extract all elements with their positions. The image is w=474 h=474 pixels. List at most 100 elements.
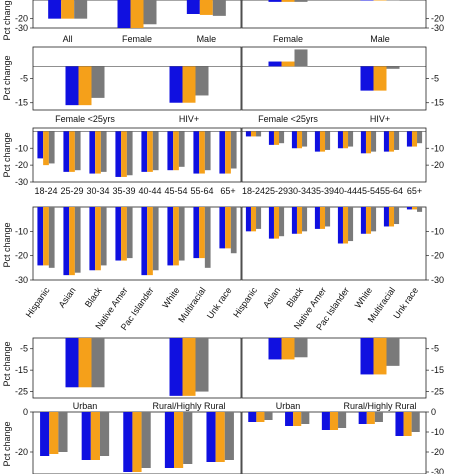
left-tick-label: -15 <box>15 365 28 375</box>
left-bar <box>121 131 127 177</box>
left-bar <box>49 412 59 454</box>
y-axis-label-2: Pct change <box>2 55 12 100</box>
left-category-label: Male <box>197 34 217 44</box>
left-bar <box>100 131 107 172</box>
left-category-label: 25-29 <box>60 186 83 196</box>
right-bar <box>365 207 372 234</box>
right-tick-label: -30 <box>431 275 444 285</box>
right-tick-label: -20 <box>431 14 444 24</box>
right-bar <box>245 131 251 137</box>
right-category-label: Female <box>273 34 303 44</box>
left-tick-label: -10 <box>15 226 28 236</box>
right-bar <box>281 61 295 67</box>
right-category-label: Asian <box>261 285 282 309</box>
right-category-label: 45-54 <box>357 186 380 196</box>
panel-3-left-frame <box>32 127 242 183</box>
left-bar <box>121 207 127 261</box>
left-category-label: 40-44 <box>138 186 161 196</box>
y-axis-label-4: Pct change <box>2 222 12 267</box>
right-bar <box>371 131 377 152</box>
right-bar <box>403 412 412 436</box>
right-bar <box>386 338 400 366</box>
right-tick-label: -15 <box>431 98 444 108</box>
right-bar <box>321 412 330 430</box>
left-bar <box>78 66 92 106</box>
left-bar <box>69 207 75 276</box>
left-bar <box>65 338 79 388</box>
left-tick-label: -5 <box>20 344 28 354</box>
right-category-label: 18-24 <box>242 186 265 196</box>
y-axis-label-5: Pct change <box>2 341 12 386</box>
left-category-label: Hispanic <box>24 285 52 319</box>
right-bar <box>342 207 349 244</box>
left-bar <box>115 131 122 177</box>
left-bar <box>130 0 144 28</box>
y-axis-label-6: Pct change <box>2 421 12 466</box>
right-bar <box>301 412 310 424</box>
left-category-label: Female <25yrs <box>55 114 115 124</box>
right-bar <box>374 412 383 422</box>
right-bar <box>268 338 282 360</box>
left-bar <box>74 207 81 273</box>
y-axis-label-3: Pct change <box>2 132 12 177</box>
left-bar <box>143 0 157 25</box>
right-bar <box>406 131 412 147</box>
right-bar <box>325 131 331 150</box>
right-bar <box>281 338 295 360</box>
panel-2-left-frame <box>32 46 242 111</box>
left-bar <box>91 338 105 388</box>
right-bar <box>394 131 400 150</box>
left-tick-label: -30 <box>15 23 28 33</box>
right-tick-label: -30 <box>431 23 444 33</box>
left-bar <box>43 131 49 166</box>
left-bar <box>147 131 153 172</box>
right-bar <box>383 207 389 227</box>
left-bar <box>225 131 231 174</box>
right-bar <box>296 207 303 234</box>
panel-1-right-frame <box>241 0 427 29</box>
right-bar <box>250 207 257 232</box>
right-category-label: 40-44 <box>334 186 357 196</box>
left-tick-label: -25 <box>15 387 28 397</box>
right-bar <box>386 66 400 69</box>
right-bar <box>373 338 387 375</box>
right-bar <box>411 131 418 147</box>
left-bar <box>123 412 133 472</box>
right-category-label: Rural/Highly Rural <box>343 401 416 411</box>
left-bar <box>58 412 68 452</box>
left-bar <box>169 338 183 396</box>
right-bar <box>406 207 412 210</box>
right-bar <box>360 338 374 375</box>
right-bar <box>294 49 308 67</box>
right-bar <box>373 0 387 1</box>
right-bar <box>291 207 297 234</box>
left-tick-label: -30 <box>15 177 28 187</box>
right-bar <box>279 131 285 144</box>
left-bar <box>178 131 185 167</box>
left-category-label: 45-54 <box>164 186 187 196</box>
left-bar <box>61 0 75 19</box>
left-tick-label: -20 <box>15 447 28 457</box>
right-bar <box>360 207 366 234</box>
left-category-label: All <box>63 34 73 44</box>
panel-3-right-frame <box>241 127 427 183</box>
left-bar <box>37 207 44 266</box>
right-bar <box>293 412 302 426</box>
right-bar <box>291 131 297 149</box>
left-bar <box>89 131 96 174</box>
left-bar <box>90 412 100 460</box>
left-tick-label: -20 <box>15 160 28 170</box>
left-category-label: 65+ <box>220 186 235 196</box>
right-bar <box>388 131 395 152</box>
right-bar <box>248 412 257 422</box>
right-tick-label: -20 <box>431 160 444 170</box>
right-category-label: 25-29 <box>265 186 288 196</box>
left-bar <box>219 131 226 174</box>
left-bar <box>195 338 209 392</box>
left-category-label: Black <box>83 285 104 309</box>
left-bar <box>65 66 79 106</box>
